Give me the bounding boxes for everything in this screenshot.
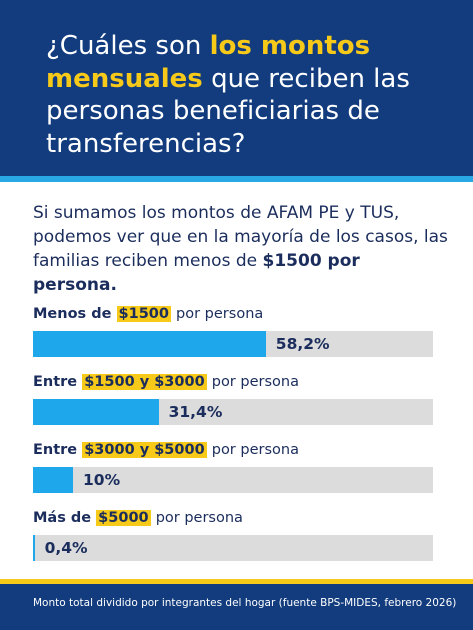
category-prefix: Más de bbox=[33, 510, 92, 526]
title-text: que reciben las personas beneficiarias d… bbox=[46, 63, 410, 159]
footnote: Monto total dividido por integrantes del… bbox=[33, 597, 457, 609]
bar bbox=[33, 535, 35, 561]
subtitle-bold: $1500 por persona. bbox=[33, 251, 360, 295]
header-band bbox=[0, 0, 473, 176]
bar-track bbox=[33, 467, 433, 493]
category-highlight: $1500 bbox=[116, 306, 171, 322]
bar bbox=[33, 331, 266, 357]
header-stripe bbox=[0, 176, 473, 182]
footer-stripe bbox=[0, 579, 473, 584]
title-highlight: los montos mensuales bbox=[46, 31, 371, 94]
value-label: 31,4% bbox=[168, 403, 223, 421]
title-text: ¿Cuáles son bbox=[46, 31, 202, 61]
bar-track bbox=[33, 535, 433, 561]
value-label: 58,2% bbox=[275, 335, 330, 353]
value-label: 10% bbox=[83, 471, 121, 489]
category-label: Entre $3000 y $5000 por persona bbox=[33, 442, 299, 458]
subtitle: Si sumamos los montos de AFAM PE y TUS, … bbox=[33, 201, 448, 297]
footer-band bbox=[0, 584, 473, 630]
category-label: Más de $5000 por persona bbox=[33, 510, 243, 526]
chart-title: ¿Cuáles son los montos mensuales que rec… bbox=[46, 30, 446, 160]
category-prefix: Entre bbox=[33, 374, 78, 390]
category-label: Entre $1500 y $3000 por persona bbox=[33, 374, 299, 390]
category-prefix: Entre bbox=[33, 442, 78, 458]
category-label: Menos de $1500 por persona bbox=[33, 306, 263, 322]
category-prefix: Menos de bbox=[33, 306, 112, 322]
category-highlight: $5000 bbox=[96, 510, 151, 526]
category-suffix: por persona bbox=[211, 374, 299, 390]
category-suffix: por persona bbox=[176, 306, 264, 322]
value-label: 0,4% bbox=[44, 539, 88, 557]
category-suffix: por persona bbox=[211, 442, 299, 458]
category-highlight: $3000 y $5000 bbox=[82, 442, 207, 458]
bar bbox=[33, 399, 159, 425]
category-suffix: por persona bbox=[155, 510, 243, 526]
subtitle-text: Si sumamos los montos de AFAM PE y TUS, … bbox=[33, 203, 448, 271]
bar bbox=[33, 467, 73, 493]
category-highlight: $1500 y $3000 bbox=[82, 374, 207, 390]
